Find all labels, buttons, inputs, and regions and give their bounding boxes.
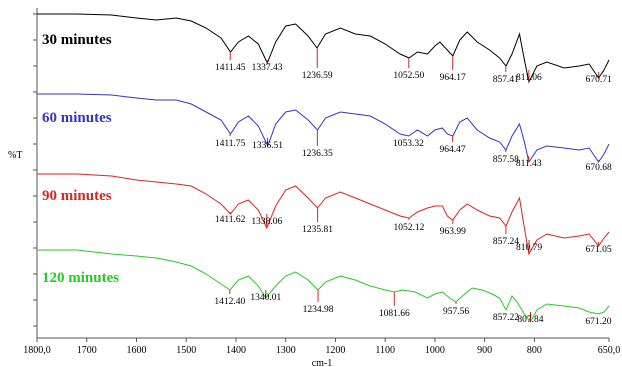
peak-label: 811.43: [516, 159, 542, 169]
peak-label: 957.56: [443, 307, 469, 317]
peak-label: 1053.32: [393, 139, 424, 149]
peak-label: 1234.98: [303, 305, 334, 315]
x-tick-label: 900: [477, 345, 492, 356]
peak-label: 1412.40: [214, 297, 245, 307]
peak-label: 857.41: [493, 75, 519, 85]
peak-label: 670.71: [586, 75, 612, 85]
peak-label: 1411.62: [215, 215, 246, 225]
x-tick-label: 1300: [276, 345, 296, 356]
series-label: 90 minutes: [42, 188, 112, 204]
series-label: 60 minutes: [42, 110, 112, 126]
peak-label: 1236.59: [302, 71, 333, 81]
peak-label: 670.68: [586, 163, 612, 173]
x-ticks: 1800,0 1700 1600 1500 1400 1300 1200 1100 1000 90…: [23, 338, 620, 356]
x-tick-label: 650,0: [598, 345, 621, 356]
peak-label: 1338.06: [251, 217, 282, 227]
peak-label: 963.99: [440, 227, 466, 237]
peak-label: 857.58: [493, 155, 519, 165]
y-axis-label: %T: [8, 150, 22, 161]
y-ticks: [33, 13, 37, 327]
peak-label: 857.24: [493, 237, 519, 247]
x-tick-label: 1700: [77, 345, 97, 356]
x-axis-label: cm-1: [312, 358, 333, 367]
x-tick-label: 1600: [126, 345, 146, 356]
peak-label: 964.47: [440, 145, 466, 155]
x-tick-label: 1800,0: [23, 345, 51, 356]
peak-label: 1052.12: [394, 223, 425, 233]
x-tick-label: 1100: [375, 345, 395, 356]
peak-label: 810.79: [516, 243, 542, 253]
peak-label: 1236.35: [302, 149, 333, 159]
series-line: [37, 173, 610, 256]
series-line: [37, 13, 610, 84]
series-label: 120 minutes: [42, 270, 119, 286]
plot-frame: [36, 8, 609, 339]
x-tick-label: 1500: [176, 345, 196, 356]
peak-label: 1235.81: [302, 225, 333, 235]
peak-label: 671.20: [585, 317, 611, 327]
x-tick-label: 1000: [425, 345, 445, 356]
series-line: [37, 249, 610, 323]
peak-label: 964.17: [440, 73, 466, 83]
peak-layer: 1411.45 1337.43 1236.59 1052.50 964.17 857.41…: [214, 48, 612, 327]
peak-label: 1081.66: [379, 309, 410, 319]
peak-label: 1340.01: [250, 293, 281, 303]
x-tick-label: 1200: [325, 345, 345, 356]
peak-label: 1336.51: [252, 141, 283, 151]
series-line: [37, 93, 610, 164]
peak-label: 1337.43: [252, 63, 283, 73]
peak-label: 857.22: [493, 313, 519, 323]
peak-label: 1411.45: [215, 63, 246, 73]
peak-label: 671.05: [585, 245, 611, 255]
series-label: 30 minutes: [42, 32, 112, 48]
series-layer: 30 minutes 60 minutes 90 minutes 120 minute…: [37, 13, 610, 323]
x-tick-label: 800: [527, 345, 542, 356]
x-tick-label: 1400: [226, 345, 246, 356]
peak-label: 811.06: [516, 73, 542, 83]
peak-label: 1411.75: [215, 139, 246, 149]
peak-label: 1052.50: [393, 71, 424, 81]
peak-label: 807.84: [517, 315, 543, 325]
